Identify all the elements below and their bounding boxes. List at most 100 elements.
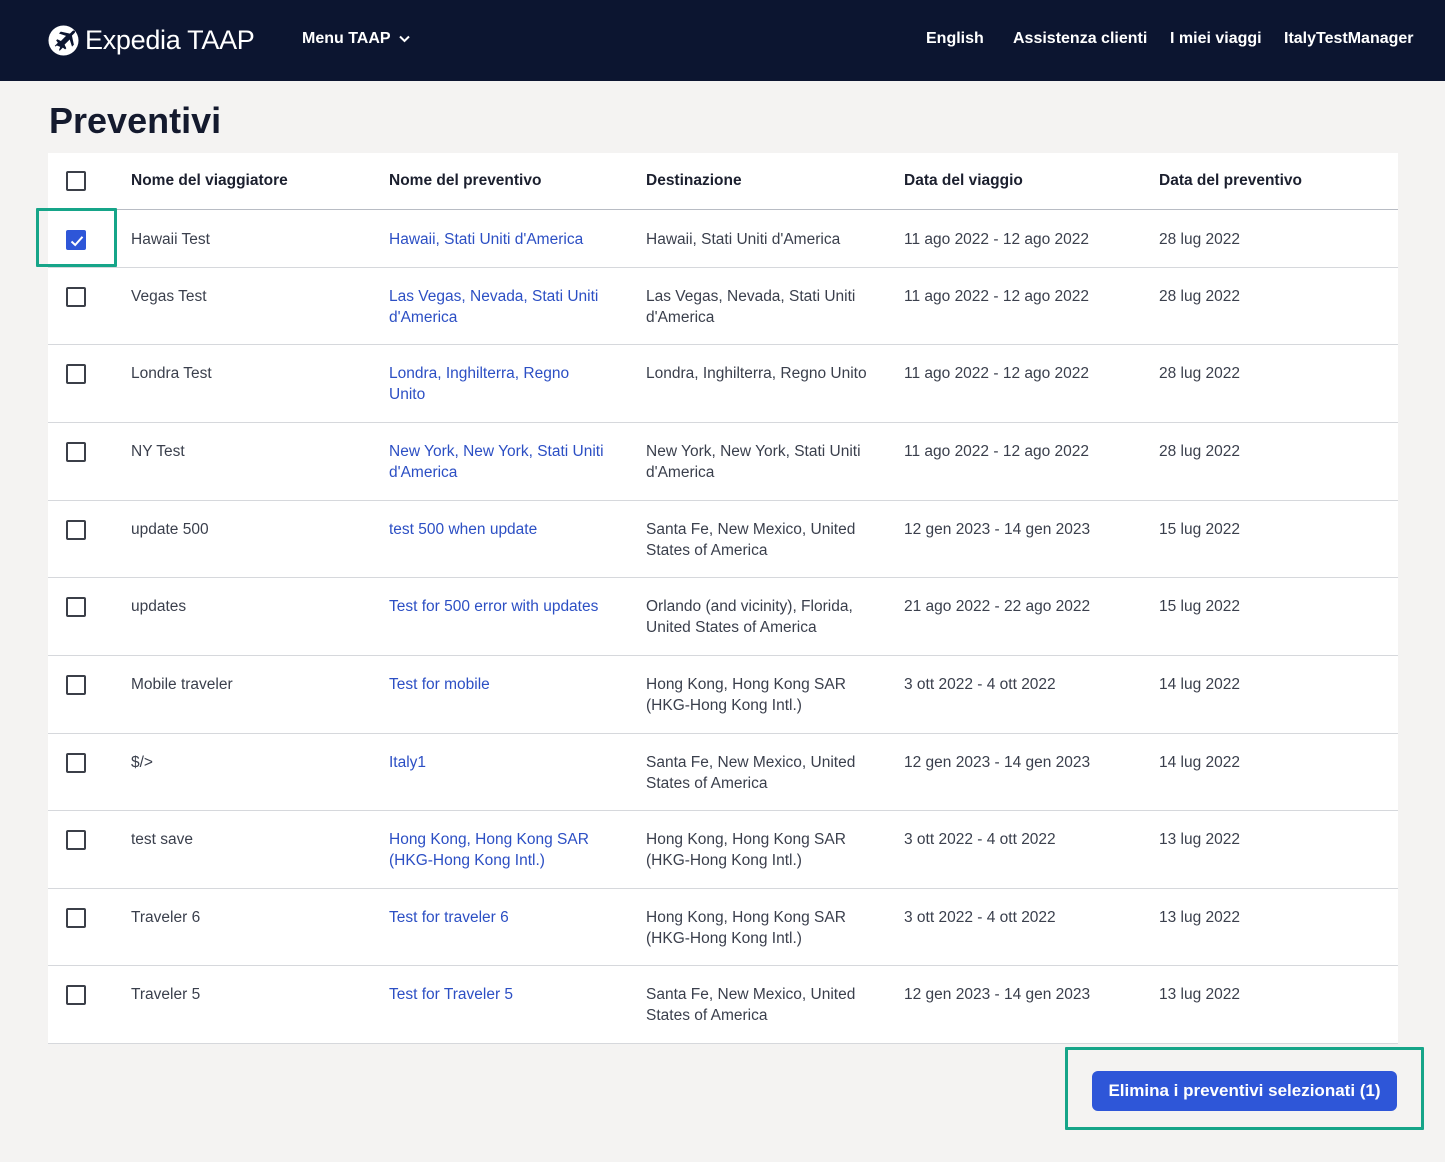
destination-cell: Londra, Inghilterra, Regno Unito [646, 364, 881, 385]
row-select-checkbox[interactable] [66, 520, 86, 540]
traveler-name-cell: Mobile traveler [131, 676, 233, 693]
destination-cell-line: Santa Fe, New Mexico, United [646, 986, 856, 1003]
destination-cell-line: (HKG-Hong Kong Intl.) [646, 696, 802, 714]
destination-cell-line: Hong Kong, Hong Kong SAR [646, 831, 846, 848]
quote-name-link[interactable]: Londra, Inghilterra, Regno Unito [389, 364, 621, 405]
quote-date-cell: 28 lug 2022 [1159, 231, 1241, 248]
row-select-checkbox[interactable] [66, 675, 86, 695]
delete-selected-quotes-button[interactable]: Elimina i preventivi selezionati (1) [1092, 1071, 1397, 1111]
row-select-checkbox[interactable] [66, 442, 86, 462]
language-link[interactable]: English [926, 30, 984, 47]
column-header-traveler[interactable]: Nome del viaggiatore [131, 172, 288, 189]
destination-cell-line: Las Vegas, Nevada, Stati Uniti [646, 288, 856, 305]
quote-name-link[interactable]: test 500 when update [389, 520, 621, 541]
quote-name-link[interactable]: Hong Kong, Hong Kong SAR (HKG-Hong Kong I… [389, 830, 621, 871]
destination-cell-line: Hong Kong, Hong Kong SAR [646, 676, 846, 693]
table-row: Vegas Test Las Vegas, Nevada, Stati Uniti… [48, 268, 1398, 345]
row-select-checkbox[interactable] [66, 830, 86, 850]
traveler-name-cell: Hawaii Test [131, 231, 210, 248]
row-select-checkbox[interactable] [66, 230, 86, 250]
destination-cell: Las Vegas, Nevada, Stati Uniti d'America [646, 287, 881, 328]
destination-cell-line: Santa Fe, New Mexico, United [646, 521, 856, 538]
my-trips-link[interactable]: I miei viaggi [1170, 30, 1262, 47]
row-select-checkbox[interactable] [66, 753, 86, 773]
plane-logo-icon [48, 24, 79, 56]
destination-cell-line: (HKG-Hong Kong Intl.) [646, 851, 802, 869]
logo-text: Expedia TAAP [85, 24, 255, 55]
traveler-name-cell: test save [131, 831, 194, 848]
trip-date-cell: 11 ago 2022 - 12 ago 2022 [904, 231, 1090, 248]
quote-name-link[interactable]: Test for Traveler 5 [389, 985, 621, 1006]
quote-name-link-line[interactable]: Hong Kong, Hong Kong SAR [389, 831, 589, 848]
quote-name-link-line[interactable]: Test for mobile [389, 676, 490, 693]
quote-name-link[interactable]: Las Vegas, Nevada, Stati Uniti d'America [389, 287, 621, 328]
quote-name-link-line[interactable]: d'America [389, 463, 458, 481]
trip-date-cell: 11 ago 2022 - 12 ago 2022 [904, 288, 1090, 305]
quote-name-link-line[interactable]: d'America [389, 308, 458, 326]
table-row: update 500 test 500 when update Santa Fe, … [48, 501, 1398, 578]
quote-name-link-line[interactable]: Unito [389, 385, 426, 403]
destination-cell: Hawaii, Stati Uniti d'America [646, 230, 881, 251]
traveler-name-cell: Vegas Test [131, 288, 207, 305]
column-header-trip-date[interactable]: Data del viaggio [904, 172, 1023, 189]
table-row: Hawaii Test Hawaii, Stati Uniti d'America… [48, 210, 1398, 268]
trip-date-cell: 11 ago 2022 - 12 ago 2022 [904, 365, 1090, 382]
quote-date-cell: 28 lug 2022 [1159, 288, 1241, 305]
quote-name-link-line[interactable]: (HKG-Hong Kong Intl.) [389, 851, 545, 869]
top-navigation-bar: Expedia TAAP Menu TAAP English Assistenz… [0, 0, 1445, 81]
column-header-quote-name[interactable]: Nome del preventivo [389, 172, 542, 189]
quote-name-link-line[interactable]: Las Vegas, Nevada, Stati Uniti [389, 288, 599, 305]
destination-cell-line: Hawaii, Stati Uniti d'America [646, 231, 841, 248]
destination-cell-line: States of America [646, 1006, 768, 1024]
quote-name-link-line[interactable]: Test for traveler 6 [389, 909, 509, 926]
quote-name-link[interactable]: Test for mobile [389, 675, 621, 696]
row-select-checkbox[interactable] [66, 908, 86, 928]
destination-cell-line: Orlando (and vicinity), Florida, [646, 598, 853, 615]
quote-name-link-line[interactable]: Londra, Inghilterra, Regno [389, 365, 570, 382]
quote-date-cell: 14 lug 2022 [1159, 676, 1241, 693]
trip-date-cell: 21 ago 2022 - 22 ago 2022 [904, 598, 1091, 615]
quote-name-link-line[interactable]: Hawaii, Stati Uniti d'America [389, 231, 584, 248]
quote-name-link[interactable]: Italy1 [389, 753, 621, 774]
trip-date-cell: 3 ott 2022 - 4 ott 2022 [904, 909, 1056, 926]
column-header-destination[interactable]: Destinazione [646, 172, 742, 189]
destination-cell: Hong Kong, Hong Kong SAR (HKG-Hong Kong I… [646, 908, 881, 949]
row-select-checkbox[interactable] [66, 597, 86, 617]
select-all-checkbox[interactable] [66, 171, 86, 191]
quote-name-link[interactable]: Test for 500 error with updates [389, 597, 621, 618]
quote-name-link-line[interactable]: Test for 500 error with updates [389, 598, 599, 615]
table-header-row: Nome del viaggiatore Nome del preventivo… [48, 153, 1398, 210]
row-select-checkbox[interactable] [66, 985, 86, 1005]
customer-support-link[interactable]: Assistenza clienti [1013, 30, 1148, 47]
table-row: Traveler 6 Test for traveler 6 Hong Kong, … [48, 889, 1398, 966]
menu-taap-label: Menu TAAP [302, 30, 391, 47]
quote-name-link[interactable]: New York, New York, Stati Uniti d'America [389, 442, 621, 483]
user-account-menu[interactable]: ItalyTestManager [1284, 30, 1414, 47]
destination-cell: New York, New York, Stati Uniti d'America [646, 442, 881, 483]
expedia-taap-logo[interactable]: Expedia TAAP [48, 22, 255, 58]
quote-name-link[interactable]: Test for traveler 6 [389, 908, 621, 929]
chevron-down-icon [398, 35, 410, 43]
quote-name-link-line[interactable]: Italy1 [389, 754, 427, 771]
table-row: test save Hong Kong, Hong Kong SAR (HKG-Ho… [48, 811, 1398, 889]
table-row: Londra Test Londra, Inghilterra, Regno Uni… [48, 345, 1398, 423]
row-select-checkbox[interactable] [66, 287, 86, 307]
quote-date-cell: 15 lug 2022 [1159, 598, 1241, 615]
quote-name-link-line[interactable]: New York, New York, Stati Uniti [389, 443, 604, 460]
quote-name-link-line[interactable]: Test for Traveler 5 [389, 986, 514, 1003]
menu-taap-dropdown[interactable]: Menu TAAP [302, 30, 410, 48]
quote-date-cell: 28 lug 2022 [1159, 443, 1241, 460]
traveler-name-cell: Traveler 5 [131, 986, 201, 1003]
destination-cell-line: d'America [646, 463, 715, 481]
traveler-name-cell: updates [131, 598, 187, 615]
quote-name-link[interactable]: Hawaii, Stati Uniti d'America [389, 230, 621, 251]
quote-name-link-line[interactable]: test 500 when update [389, 521, 538, 538]
trip-date-cell: 3 ott 2022 - 4 ott 2022 [904, 676, 1056, 693]
destination-cell: Hong Kong, Hong Kong SAR (HKG-Hong Kong I… [646, 675, 881, 716]
traveler-name-cell: Londra Test [131, 365, 212, 382]
destination-cell-line: United States of America [646, 618, 817, 636]
row-select-checkbox[interactable] [66, 364, 86, 384]
destination-cell: Santa Fe, New Mexico, United States of Am… [646, 985, 881, 1026]
column-header-quote-date[interactable]: Data del preventivo [1159, 172, 1302, 189]
table-row: Traveler 5 Test for Traveler 5 Santa Fe, N… [48, 966, 1398, 1044]
